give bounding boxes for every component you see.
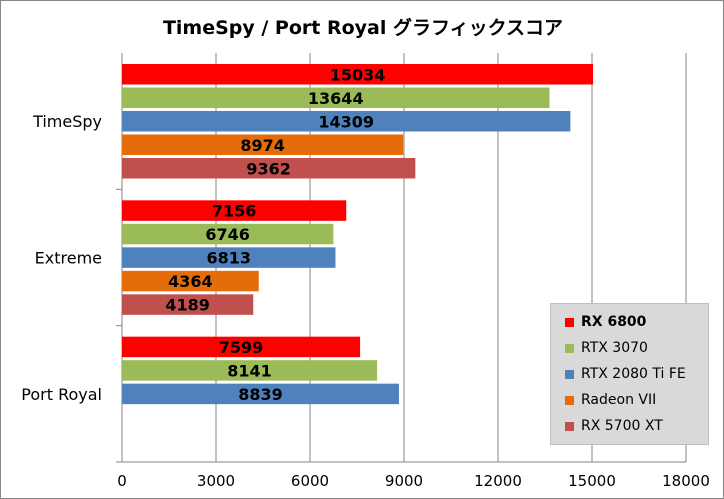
bar (122, 111, 571, 132)
legend-item: RX 5700 XT (565, 416, 663, 436)
data-label: 4364 (168, 272, 213, 291)
x-tick-label: 6000 (291, 472, 329, 490)
data-label: 8974 (240, 136, 285, 155)
bar (122, 336, 361, 358)
chart-title: TimeSpy / Port Royal グラフィックスコア (162, 17, 564, 39)
legend-item: RTX 2080 Ti FE (565, 364, 686, 384)
legend-item: RTX 3070 (565, 338, 648, 358)
bar (122, 223, 334, 245)
legend-swatch (565, 395, 574, 405)
data-label: 13644 (308, 89, 364, 108)
x-tick-label: 0 (117, 472, 127, 490)
bar (122, 64, 594, 85)
category-label: Port Royal (21, 385, 102, 404)
x-tick-label: 18000 (662, 472, 710, 490)
legend-swatch (565, 317, 574, 327)
data-label: 14309 (318, 112, 374, 131)
data-label: 4189 (165, 296, 210, 315)
bar (122, 134, 404, 155)
bar (122, 158, 416, 179)
bar (122, 270, 259, 292)
legend-swatch (565, 343, 574, 353)
legend-label: RTX 3070 (581, 340, 648, 356)
legend-item: RX 6800 (565, 312, 646, 332)
bar (122, 247, 336, 268)
legend-label: RX 5700 XT (581, 418, 663, 434)
data-label: 7156 (212, 202, 257, 221)
data-label: 8141 (227, 361, 272, 380)
legend-swatch (565, 421, 574, 431)
data-label: 7599 (219, 338, 264, 357)
category-label: TimeSpy (32, 112, 102, 131)
data-label: 6746 (205, 225, 250, 244)
data-label: 8839 (238, 385, 283, 404)
legend-item: Radeon VII (565, 390, 656, 410)
bar (122, 294, 254, 315)
bar (122, 383, 399, 405)
x-tick-label: 9000 (385, 472, 423, 490)
data-label: 9362 (246, 159, 291, 178)
data-label: 15034 (330, 65, 386, 84)
x-tick-label: 12000 (474, 472, 522, 490)
legend-label: RX 6800 (581, 314, 647, 330)
bar (122, 360, 378, 381)
legend-swatch (565, 369, 574, 379)
category-label: Extreme (35, 249, 102, 268)
data-label: 6813 (206, 249, 251, 268)
bar (122, 200, 347, 221)
x-tick-label: 3000 (197, 472, 235, 490)
legend: RX 6800 RTX 3070 RTX 2080 Ti FE Radeon VII R… (550, 303, 709, 445)
bar (122, 87, 550, 108)
legend-label: RTX 2080 Ti FE (581, 366, 686, 382)
legend-label: Radeon VII (581, 392, 657, 408)
x-tick-label: 15000 (568, 472, 616, 490)
